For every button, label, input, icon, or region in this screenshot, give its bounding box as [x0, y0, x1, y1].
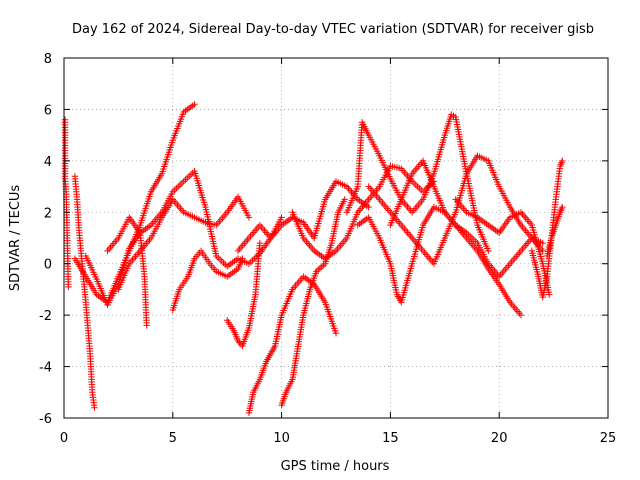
series-track-10 — [245, 273, 340, 417]
data-points — [61, 101, 566, 417]
data-point — [256, 239, 264, 247]
x-tick-label-1: 5 — [169, 431, 177, 446]
series-track-7 — [169, 247, 246, 314]
series-track-9 — [234, 178, 372, 255]
chart-title: Day 162 of 2024, Sidereal Day-to-day VTE… — [72, 22, 594, 37]
series-track-19 — [543, 203, 566, 260]
series-track-17 — [452, 196, 553, 298]
data-point — [239, 255, 246, 262]
data-point — [546, 291, 553, 298]
data-point — [143, 322, 150, 329]
data-point — [341, 196, 348, 203]
y-tick-label-4: 2 — [44, 206, 52, 221]
data-point — [65, 283, 72, 291]
data-point — [485, 247, 492, 255]
x-tick-label-0: 0 — [60, 431, 68, 446]
data-point — [278, 214, 285, 221]
y-axis-label: SDTVAR / TECUs — [8, 185, 23, 292]
series-track-1 — [61, 116, 72, 291]
y-tick-label-6: 6 — [44, 103, 52, 118]
data-point — [91, 404, 98, 411]
series-track-6 — [115, 193, 253, 293]
data-point — [517, 311, 525, 319]
data-point — [332, 329, 340, 337]
data-point — [559, 157, 566, 165]
data-point — [191, 101, 198, 108]
series-track-4 — [82, 229, 150, 329]
y-tick-label-5: 4 — [44, 155, 52, 170]
x-tick-label-3: 15 — [382, 431, 399, 446]
y-tick-label-1: -4 — [39, 361, 52, 376]
x-tick-label-2: 10 — [273, 431, 290, 446]
data-point — [539, 239, 546, 247]
x-tick-label-4: 20 — [491, 431, 508, 446]
y-tick-label-3: 0 — [44, 258, 52, 273]
series-track-11 — [278, 196, 348, 409]
data-point — [559, 203, 566, 211]
ticks: 0 5 10 15 20 25 -6 -4 -2 0 2 4 6 8 — [39, 52, 616, 446]
series-track-8 — [224, 239, 264, 350]
x-axis-label: GPS time / hours — [281, 459, 390, 474]
y-tick-label-2: -2 — [39, 309, 52, 324]
x-tick-label-5: 25 — [600, 431, 617, 446]
data-point — [245, 214, 253, 221]
data-point — [365, 203, 372, 211]
y-tick-label-0: -6 — [39, 412, 52, 427]
data-point — [539, 247, 546, 255]
plot-frame — [63, 57, 609, 419]
series-track-13 — [343, 111, 492, 255]
series-track-5 — [104, 167, 285, 270]
y-tick-label-7: 8 — [44, 52, 52, 67]
